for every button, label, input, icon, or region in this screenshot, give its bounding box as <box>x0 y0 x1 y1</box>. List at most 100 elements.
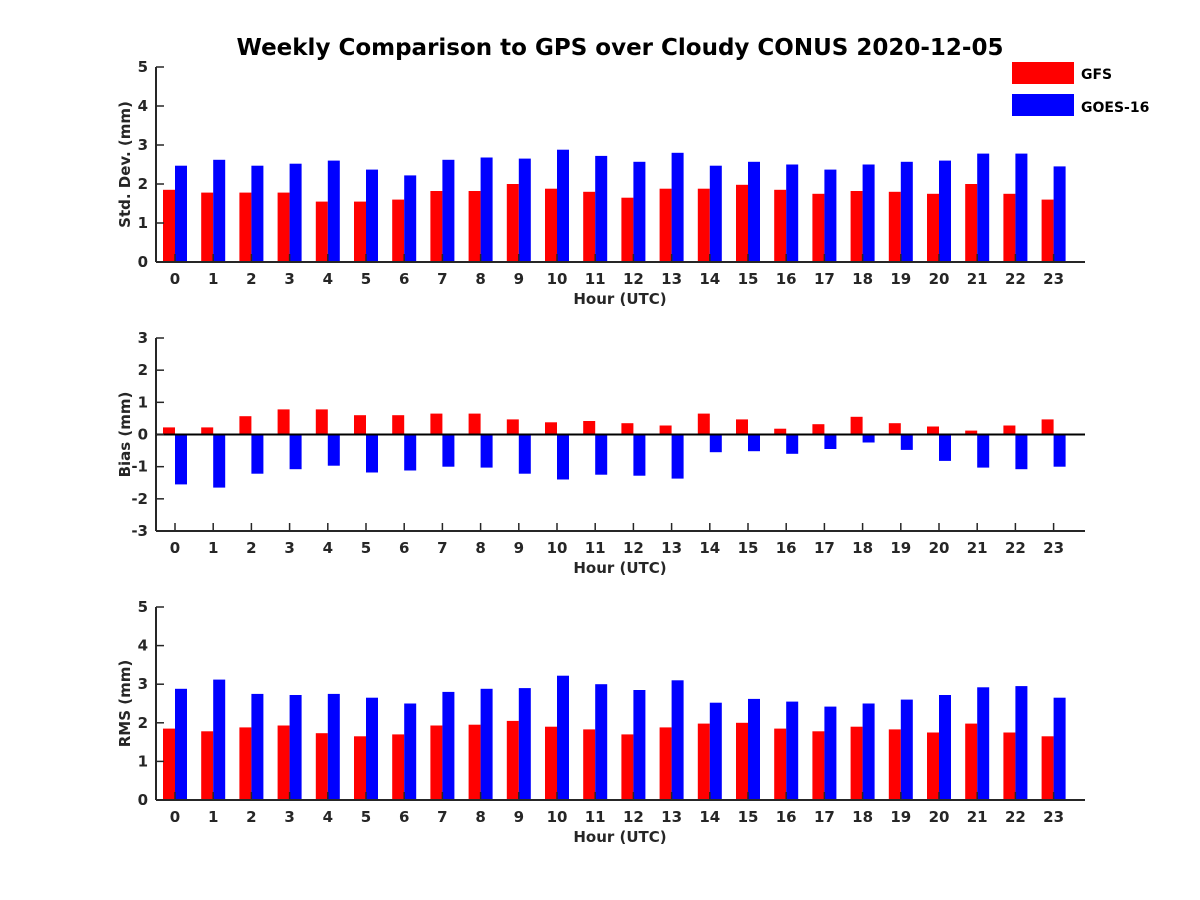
x-tick-label: 18 <box>852 539 873 557</box>
bar-gfs-hour-0 <box>163 728 175 800</box>
x-tick-label: 2 <box>246 808 256 826</box>
bar-goes-16-hour-6 <box>404 175 417 262</box>
bar-goes-16-hour-14 <box>709 434 722 453</box>
x-tick-label: 1 <box>208 270 218 288</box>
bar-gfs-hour-20 <box>927 732 939 800</box>
bar-gfs-hour-17 <box>812 193 825 263</box>
bar-goes-16-hour-2 <box>251 434 264 474</box>
x-tick-label: 21 <box>967 539 988 557</box>
bar-gfs-hour-8 <box>468 413 481 435</box>
bar-gfs-hour-16 <box>774 189 787 262</box>
bar-gfs-hour-19 <box>888 191 901 262</box>
bar-gfs-hour-10 <box>545 422 557 435</box>
bar-goes-16-hour-16 <box>786 164 799 262</box>
bar-goes-16-hour-4 <box>327 693 340 800</box>
bar-goes-16-hour-18 <box>862 164 875 262</box>
y-axis-label: RMS (mm) <box>116 660 134 747</box>
bar-gfs-hour-12 <box>621 734 634 800</box>
bar-gfs-hour-23 <box>1041 736 1054 800</box>
bar-goes-16-hour-22 <box>1015 434 1028 470</box>
bar-goes-16-hour-10 <box>557 149 569 262</box>
bar-goes-16-hour-20 <box>939 695 951 800</box>
bar-goes-16-hour-13 <box>671 434 684 479</box>
y-axis-label: Std. Dev. (mm) <box>116 101 134 228</box>
x-tick-label: 19 <box>890 808 911 826</box>
x-tick-label: 18 <box>852 808 873 826</box>
bar-gfs-hour-21 <box>965 430 978 435</box>
bar-goes-16-hour-7 <box>442 159 455 262</box>
x-tick-label: 11 <box>585 808 606 826</box>
bar-gfs-hour-12 <box>621 197 634 262</box>
y-tick-label: 4 <box>138 97 148 115</box>
bar-gfs-hour-20 <box>927 426 939 435</box>
bar-gfs-hour-21 <box>965 184 978 262</box>
y-tick-label: 4 <box>138 637 148 655</box>
bar-gfs-hour-1 <box>201 427 214 435</box>
x-tick-label: 18 <box>852 270 873 288</box>
x-tick-label: 20 <box>929 270 950 288</box>
bar-goes-16-hour-2 <box>251 693 264 800</box>
bar-goes-16-hour-11 <box>595 684 608 800</box>
x-tick-label: 10 <box>547 539 568 557</box>
x-tick-label: 6 <box>399 539 409 557</box>
x-tick-label: 2 <box>246 539 256 557</box>
bar-goes-16-hour-7 <box>442 691 455 800</box>
bar-gfs-hour-18 <box>850 416 863 435</box>
bar-gfs-hour-7 <box>430 725 443 800</box>
bar-gfs-hour-11 <box>583 191 596 262</box>
x-tick-label: 14 <box>699 808 720 826</box>
x-tick-label: 16 <box>776 270 797 288</box>
bar-goes-16-hour-21 <box>977 153 990 262</box>
bar-goes-16-hour-5 <box>366 169 378 262</box>
bar-gfs-hour-3 <box>277 725 290 800</box>
legend: GFS GOES-16 <box>1012 62 1149 116</box>
y-tick-label: -2 <box>131 490 148 508</box>
x-tick-label: 15 <box>738 539 759 557</box>
bar-goes-16-hour-0 <box>175 434 187 485</box>
bar-goes-16-hour-2 <box>251 165 264 262</box>
x-tick-label: 0 <box>170 270 180 288</box>
x-tick-label: 6 <box>399 270 409 288</box>
legend-label-gfs: GFS <box>1081 67 1112 83</box>
bar-gfs-hour-16 <box>774 428 787 435</box>
bar-gfs-hour-14 <box>697 723 710 800</box>
legend-swatch-goes16 <box>1012 94 1074 116</box>
x-tick-label: 9 <box>514 539 524 557</box>
bar-goes-16-hour-0 <box>175 165 187 262</box>
bar-goes-16-hour-1 <box>213 679 226 800</box>
x-tick-label: 13 <box>661 808 682 826</box>
bar-goes-16-hour-21 <box>977 687 990 800</box>
bar-goes-16-hour-16 <box>786 701 799 800</box>
bar-gfs-hour-4 <box>315 409 328 435</box>
bar-goes-16-hour-0 <box>175 688 187 800</box>
bar-goes-16-hour-12 <box>633 161 646 262</box>
y-tick-label: 3 <box>138 329 148 347</box>
bar-gfs-hour-15 <box>736 184 748 262</box>
bar-goes-16-hour-9 <box>518 158 531 262</box>
bar-gfs-hour-0 <box>163 427 175 435</box>
x-tick-label: 20 <box>929 539 950 557</box>
x-tick-label: 11 <box>585 539 606 557</box>
bar-goes-16-hour-4 <box>327 160 340 262</box>
x-tick-label: 23 <box>1043 539 1064 557</box>
bar-gfs-hour-6 <box>392 734 405 800</box>
bar-goes-16-hour-3 <box>289 434 302 470</box>
bar-gfs-hour-12 <box>621 423 634 435</box>
bar-gfs-hour-11 <box>583 729 596 800</box>
bar-goes-16-hour-5 <box>366 434 378 473</box>
x-tick-label: 13 <box>661 270 682 288</box>
x-tick-label: 7 <box>437 270 447 288</box>
y-tick-label: 1 <box>138 214 148 232</box>
x-tick-label: 15 <box>738 270 759 288</box>
bar-gfs-hour-11 <box>583 421 596 435</box>
bar-goes-16-hour-14 <box>709 702 722 800</box>
bar-gfs-hour-6 <box>392 199 405 262</box>
bar-gfs-hour-7 <box>430 191 443 262</box>
bar-gfs-hour-13 <box>659 425 672 435</box>
bar-gfs-hour-5 <box>354 201 366 262</box>
bar-goes-16-hour-18 <box>862 703 875 800</box>
bar-gfs-hour-22 <box>1003 732 1016 800</box>
bar-goes-16-hour-19 <box>900 434 913 450</box>
x-tick-label: 8 <box>475 808 485 826</box>
